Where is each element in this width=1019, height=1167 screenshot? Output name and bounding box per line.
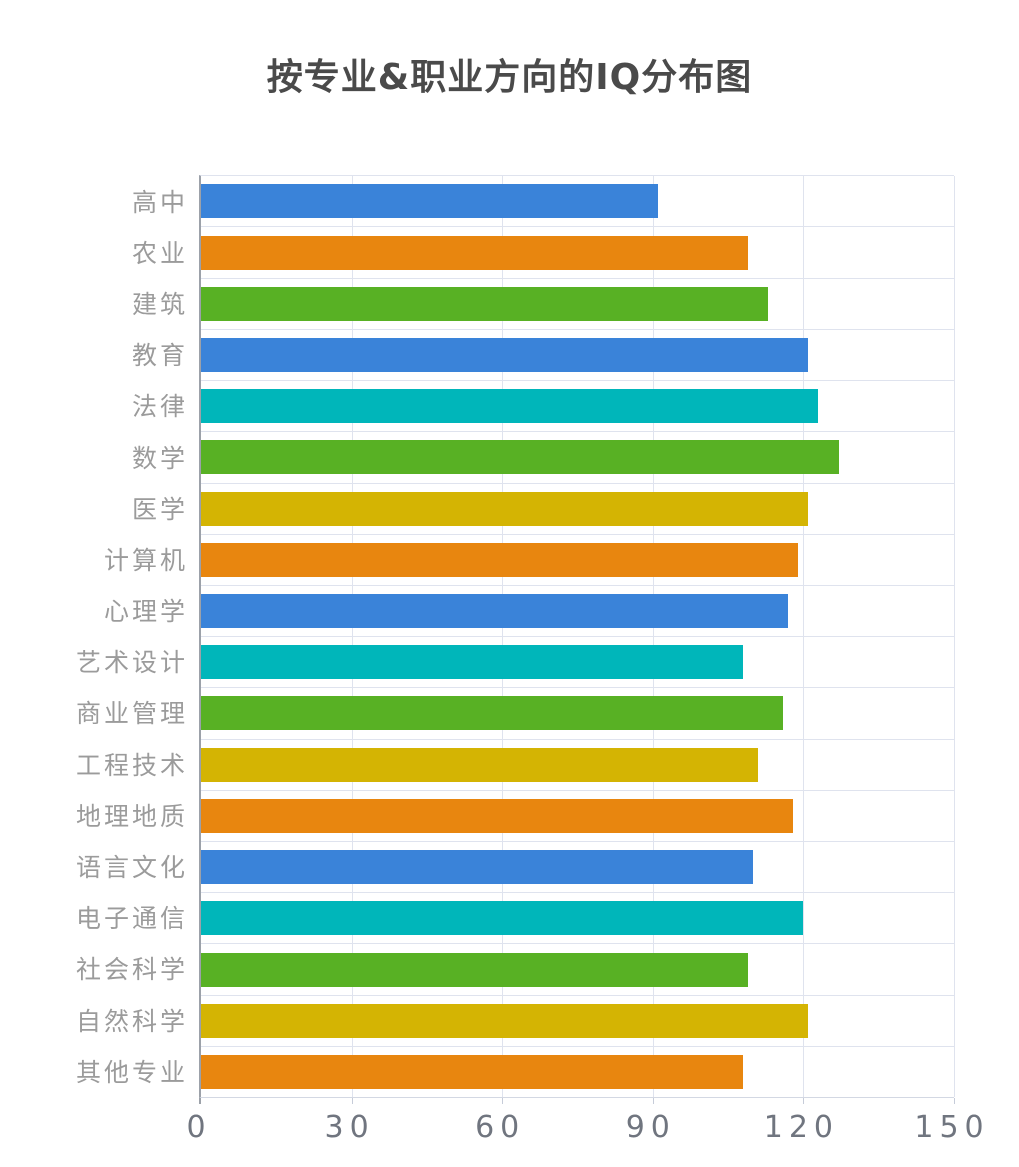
bar [201,542,799,577]
bar [201,1003,809,1038]
x-tick-label-0: 0 [186,1110,212,1146]
y-axis-label: 农业 [131,238,188,268]
bar [201,1055,744,1090]
x-tick-label-60: 60 [475,1110,526,1146]
y-axis-label: 计算机 [103,545,188,575]
bar [201,235,749,270]
x-tick-label-150: 150 [914,1110,990,1146]
bar-row [201,740,954,791]
bar-row [201,432,954,484]
bar [201,491,809,526]
x-tick-label-120: 120 [763,1110,840,1146]
y-axis-label: 法律 [131,392,188,422]
x-tick-mark-60 [502,1098,504,1105]
bar-row [201,279,954,330]
bar-row [201,791,954,843]
y-axis-label: 其他专业 [75,1057,188,1087]
y-axis-label: 建筑 [131,290,188,320]
bar [201,337,809,372]
bar [201,696,784,731]
y-axis-label: 语言文化 [75,853,188,882]
bar-row [201,381,954,433]
bar-row [201,688,954,740]
bar [201,184,658,219]
bar-row [201,484,954,535]
x-tick-mark-90 [652,1098,654,1105]
y-axis-label: 高中 [131,187,188,217]
x-tick-mark-120 [803,1098,805,1105]
bar [201,286,769,321]
bar [201,798,794,833]
bar-row [201,227,954,279]
bar-row [201,330,954,382]
y-axis-labels: 高中农业建筑教育法律数学医学计算机心理学艺术设计商业管理工程技术地理地质语言文化… [0,175,199,1096]
y-axis-label: 教育 [131,341,188,371]
bar [201,389,819,424]
y-axis-label: 自然科学 [75,1006,188,1036]
chart-title: 按专业&职业方向的IQ分布图 [266,57,753,98]
chart-body: 高中农业建筑教育法律数学医学计算机心理学艺术设计商业管理工程技术地理地质语言文化… [0,175,1019,1105]
bar-row [201,842,954,894]
x-tick-label-30: 30 [324,1110,375,1146]
y-axis-label: 医学 [131,494,188,524]
y-axis-label: 电子通信 [75,904,188,934]
y-axis-label: 心理学 [103,597,188,627]
y-axis-label: 艺术设计 [75,648,188,678]
y-axis-label: 商业管理 [75,699,188,729]
y-axis-label: 数学 [131,443,188,473]
bar-row [201,535,954,586]
y-axis-label: 社会科学 [75,955,188,985]
bar-row [201,893,954,945]
x-tick-mark-30 [351,1098,353,1105]
bar [201,645,744,680]
plot-area [199,175,955,1105]
bar [201,440,839,475]
x-tick-mark-150 [954,1098,955,1105]
x-tick-label-90: 90 [625,1110,676,1146]
gridline-x-150 [954,176,955,1098]
bar [201,747,759,782]
y-axis-label: 地理地质 [75,801,188,831]
bar [201,594,789,629]
bar [201,850,754,885]
x-axis: 0 30 60 90 120 150 [186,1110,983,1154]
bar-rows [201,176,954,1097]
x-tick-mark-0 [199,1098,201,1105]
bar [201,952,749,987]
bar-row [201,637,954,689]
y-axis-label: 工程技术 [75,750,188,780]
bar-row [201,586,954,638]
bar [201,901,804,936]
bar-row [201,176,954,228]
bar-row [201,944,954,996]
bar-row [201,996,954,1047]
bar-row [201,1047,954,1097]
